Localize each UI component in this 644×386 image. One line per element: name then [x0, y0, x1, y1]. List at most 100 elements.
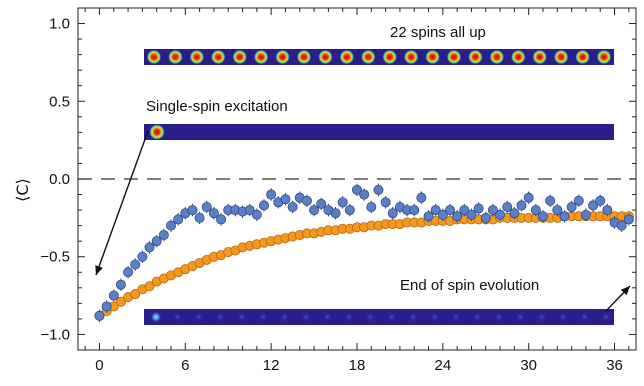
experiment-point: [165, 220, 176, 231]
spin-spot-faint: [343, 312, 354, 322]
experiment-point: [201, 201, 212, 212]
x-tick-label: 0: [95, 357, 103, 374]
experiment-point: [344, 205, 355, 216]
experiment-point: [466, 209, 477, 220]
spin-spot-faint: [301, 312, 311, 322]
experiment-point: [337, 197, 348, 208]
spin-spot-faint: [193, 312, 204, 322]
experiment-point: [158, 229, 169, 240]
spin-spot: [575, 49, 591, 65]
x-tick-label: 6: [181, 357, 189, 374]
experiment-point: [509, 208, 520, 219]
y-tick-label: 0.5: [49, 93, 70, 110]
simulation-series: [94, 211, 634, 321]
spin-spot: [167, 49, 183, 65]
spin-spot: [296, 49, 312, 65]
experiment-point: [516, 200, 527, 211]
experiment-point: [216, 214, 227, 225]
spin-spot-faint: [515, 312, 526, 322]
spin-spot: [146, 49, 162, 65]
experiment-point: [173, 214, 184, 225]
x-tick-label: 12: [263, 357, 280, 374]
spin-spot: [360, 49, 376, 65]
experiment-point: [566, 201, 577, 212]
experiment-point: [280, 194, 291, 205]
experiment-point: [366, 201, 377, 212]
experiment-point: [545, 195, 556, 206]
x-tick-label: 24: [435, 357, 452, 374]
experiment-point: [359, 189, 370, 200]
experiment-point: [538, 211, 549, 222]
experiment-series: [94, 183, 634, 323]
experiment-point: [351, 184, 362, 195]
spin-spot: [553, 49, 569, 65]
experiment-point: [266, 189, 277, 200]
experiment-point: [616, 220, 627, 231]
experiment-point: [588, 200, 599, 211]
inset-strip: [144, 124, 614, 140]
arrow-end-evolution-head: [620, 286, 630, 296]
experiment-point: [559, 211, 570, 222]
spin-spot-faint: [408, 312, 419, 322]
experiment-point: [423, 211, 434, 222]
experiment-point: [602, 205, 613, 216]
experiment-point: [137, 251, 148, 262]
inset-images: [144, 49, 614, 325]
experiment-point: [437, 209, 448, 220]
experiment-point: [459, 205, 470, 216]
experiment-point: [251, 209, 262, 220]
annotation-end-evolution: End of spin evolution: [400, 277, 539, 294]
spin-spot-faint: [429, 312, 440, 322]
experiment-point: [309, 205, 320, 216]
y-axis-label: ⟨C⟩: [13, 178, 32, 202]
spin-spot: [382, 49, 398, 65]
experiment-point: [330, 208, 341, 219]
y-tick-label: −1.0: [40, 326, 70, 343]
spin-spot-faint: [536, 312, 547, 322]
experiment-point: [151, 236, 162, 247]
spin-spot: [275, 49, 291, 65]
experiment-point: [187, 205, 198, 216]
experiment-point: [144, 242, 155, 253]
spin-spot-faint: [279, 312, 290, 322]
y-tick-label: 0.0: [49, 171, 70, 188]
experiment-point: [444, 205, 455, 216]
annotation-single-spin: Single-spin excitation: [146, 98, 288, 115]
spin-spot-faint: [150, 311, 162, 323]
spin-spot: [210, 49, 226, 65]
spin-spot: [510, 49, 526, 65]
spin-spot: [253, 49, 269, 65]
spin-spot-faint: [386, 312, 397, 322]
experiment-point: [301, 195, 312, 206]
simulation-point: [130, 289, 141, 300]
experiment-point: [580, 209, 591, 220]
spin-spot: [403, 49, 419, 65]
experiment-point: [244, 205, 255, 216]
experiment-point: [316, 198, 327, 209]
spin-spot: [489, 49, 505, 65]
experiment-point: [194, 212, 205, 223]
spin-spot: [532, 49, 548, 65]
spin-spot-faint: [258, 312, 269, 322]
simulation-point: [144, 281, 155, 292]
spin-spot: [446, 49, 462, 65]
experiment-point: [473, 203, 484, 214]
spin-spot-excited: [149, 124, 165, 140]
experiment-point: [552, 205, 563, 216]
experiment-point: [130, 259, 141, 270]
spin-spot: [189, 49, 205, 65]
spin-spot-faint: [493, 312, 504, 322]
x-tick-label: 36: [606, 357, 623, 374]
experiment-point: [380, 197, 391, 208]
spin-spot-faint: [472, 312, 483, 322]
experiment-point: [495, 209, 506, 220]
experiment-point: [373, 184, 384, 195]
experiment-point: [595, 195, 606, 206]
experiment-point: [573, 195, 584, 206]
spin-spot-faint: [215, 312, 226, 322]
x-tick-label: 18: [349, 357, 366, 374]
experiment-point: [115, 279, 126, 290]
spin-spot: [596, 49, 612, 65]
axes-ticks: 0 6 12 18 24 30 36 1.0 0.5 0.0 −0.5 −1.0: [40, 7, 636, 374]
